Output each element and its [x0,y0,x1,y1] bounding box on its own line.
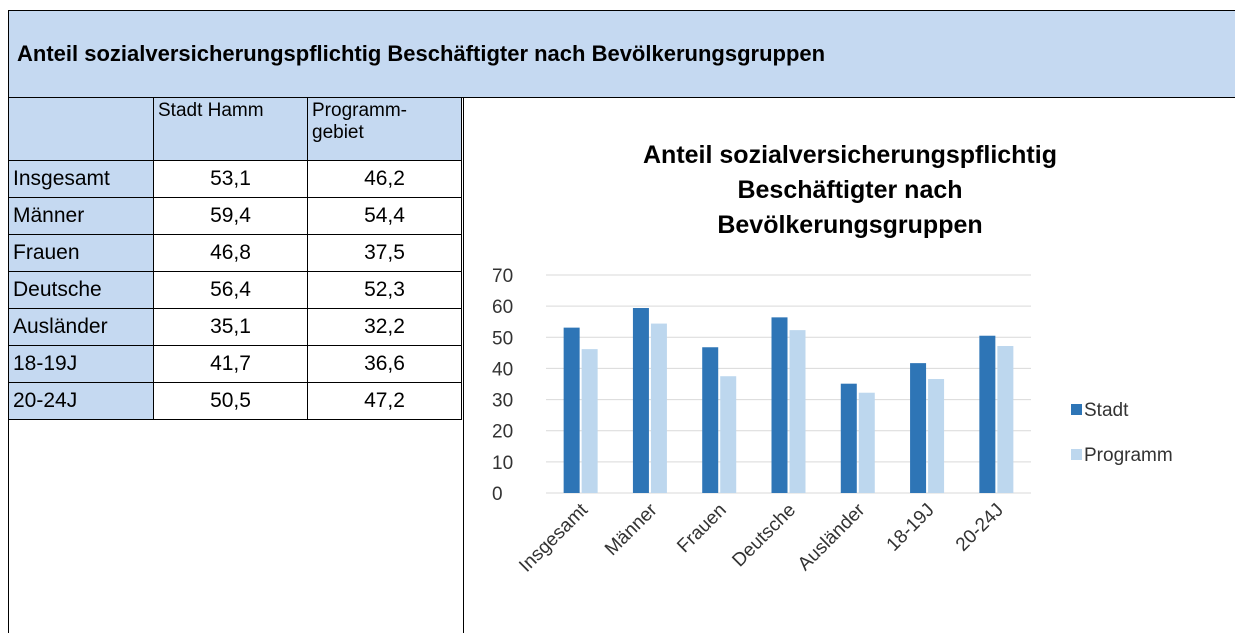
table-row: Männer 59,4 54,4 [8,197,462,235]
legend-label: Stadt [1084,400,1129,421]
chart-title-line: Anteil sozialversicherungspflichtig [643,141,1057,169]
x-tick-label: Deutsche [728,500,800,572]
bar [702,347,719,493]
x-tick-label: Ausländer [794,499,870,575]
cell: 37,5 [307,234,462,272]
table-row: 18-19J 41,7 36,6 [8,345,462,383]
bar [840,383,857,493]
row-label: Deutsche [8,271,154,309]
y-tick-label: 60 [492,297,513,318]
y-tick-label: 20 [492,422,513,443]
chart-title: Anteil sozialversicherungspflichtig Besch… [643,141,1057,239]
x-tick-label: Frauen [673,500,730,557]
cell: 41,7 [153,345,308,383]
y-tick-label: 10 [492,453,513,474]
row-label: Ausländer [8,308,154,346]
cell: 53,1 [153,160,308,198]
y-tick-label: 70 [492,266,513,287]
bar [650,323,667,493]
cell: 59,4 [153,197,308,235]
column-header: Stadt Hamm [153,97,308,161]
row-label: 20-24J [8,382,154,420]
legend-label: Programm [1084,445,1173,466]
table-header: Stadt Hamm Programm-gebiet [8,97,462,161]
cell: 47,2 [307,382,462,420]
data-table: Stadt Hamm Programm-gebiet Insgesamt 53,1… [8,97,462,420]
cell: 56,4 [153,271,308,309]
y-tick-label: 30 [492,391,513,412]
bar [720,376,737,493]
table-row: 20-24J 50,5 47,2 [8,382,462,420]
bar [632,308,649,493]
bar [581,349,598,493]
chart-title-line: Beschäftigter nach [737,176,962,204]
legend-swatch [1071,404,1082,415]
bar [928,379,945,493]
bar [910,363,927,493]
bar [563,327,580,493]
row-label: Insgesamt [8,160,154,198]
cell: 54,4 [307,197,462,235]
cell: 35,1 [153,308,308,346]
chart: Anteil sozialversicherungspflichtig Besch… [492,141,1173,577]
corner-cell [8,97,154,161]
table-row: Insgesamt 53,1 46,2 [8,160,462,198]
row-label: 18-19J [8,345,154,383]
page: Anteil sozialversicherungspflichtig Besc… [8,10,1235,633]
cell: 36,6 [307,345,462,383]
x-tick-label: 18-19J [883,500,939,556]
legend-swatch [1071,449,1082,460]
header-title: Anteil sozialversicherungspflichtig Besc… [9,11,1235,98]
x-tick-label: Männer [601,499,662,560]
table-row: Frauen 46,8 37,5 [8,234,462,272]
row-label: Männer [8,197,154,235]
bar [997,346,1014,493]
y-tick-label: 50 [492,328,513,349]
chart-box: Anteil sozialversicherungspflichtig Besch… [463,97,1235,633]
cell: 46,8 [153,234,308,272]
bar [771,317,788,493]
cell: 50,5 [153,382,308,420]
bar [858,392,875,493]
row-label: Frauen [8,234,154,272]
y-tick-label: 0 [492,484,503,505]
cell: 46,2 [307,160,462,198]
y-tick-label: 40 [492,359,513,380]
cell: 32,2 [307,308,462,346]
column-header: Programm-gebiet [307,97,462,161]
table-row: Ausländer 35,1 32,2 [8,308,462,346]
chart-title-line: Bevölkerungsgruppen [717,211,982,239]
cell: 52,3 [307,271,462,309]
bar [789,330,806,493]
x-tick-label: Insgesamt [515,499,592,576]
table-row: Deutsche 56,4 52,3 [8,271,462,309]
bar [979,335,996,493]
x-tick-label: 20-24J [952,500,1008,556]
